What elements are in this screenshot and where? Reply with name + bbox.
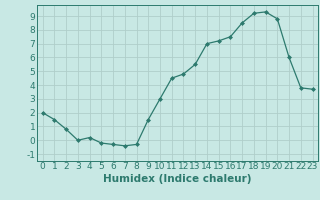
X-axis label: Humidex (Indice chaleur): Humidex (Indice chaleur) xyxy=(103,174,252,184)
